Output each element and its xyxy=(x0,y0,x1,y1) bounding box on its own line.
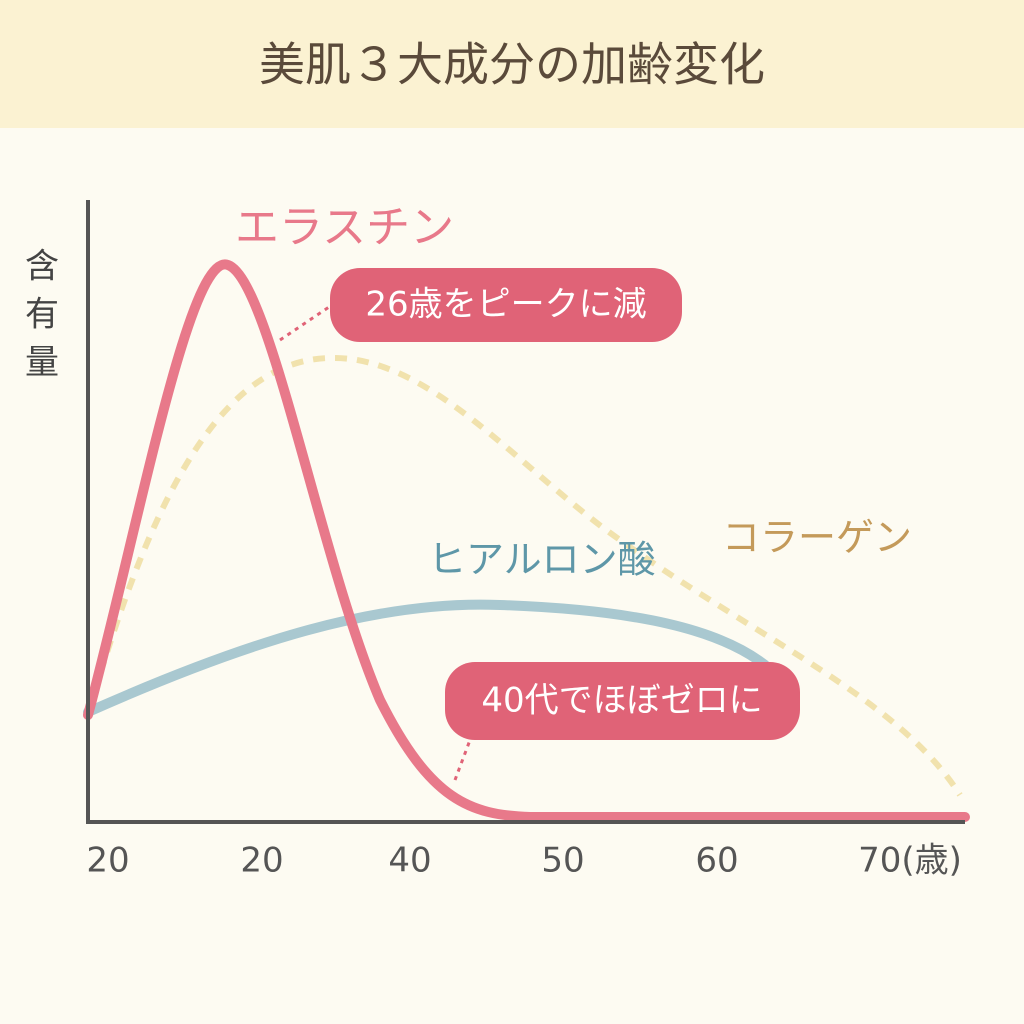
x-tick-label: 40 xyxy=(388,841,431,881)
callout-box xyxy=(445,662,800,740)
callout-text: 26歳をピークに減 xyxy=(365,285,646,325)
elastin-curve xyxy=(83,259,970,822)
series-label: コラーゲン xyxy=(722,516,912,560)
series-label: ヒアルロン酸 xyxy=(428,538,656,582)
chart-title: 美肌３大成分の加齢変化 xyxy=(259,38,765,92)
callout-box xyxy=(330,268,682,342)
y-axis-label: 量 xyxy=(25,343,59,383)
x-tick-label: 50 xyxy=(541,841,584,881)
x-tick-label: 70(歳) xyxy=(858,841,962,881)
callout-pointer xyxy=(453,739,472,781)
collagen-curve xyxy=(85,354,963,797)
callout-pointer xyxy=(279,303,333,342)
header-band xyxy=(0,0,1024,128)
x-tick-label: 20 xyxy=(86,841,129,881)
y-axis-label: 有 xyxy=(25,295,59,335)
callout-text: 40代でほぼゼロに xyxy=(481,681,762,721)
x-tick-label: 20 xyxy=(240,841,283,881)
series-label: エラスチン xyxy=(235,202,454,253)
x-tick-label: 60 xyxy=(695,841,738,881)
y-axis-label: 含 xyxy=(25,247,59,287)
hyaluronic-curve xyxy=(83,599,770,717)
